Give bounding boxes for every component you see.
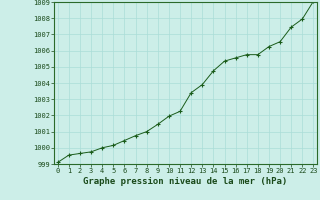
X-axis label: Graphe pression niveau de la mer (hPa): Graphe pression niveau de la mer (hPa) — [84, 177, 288, 186]
